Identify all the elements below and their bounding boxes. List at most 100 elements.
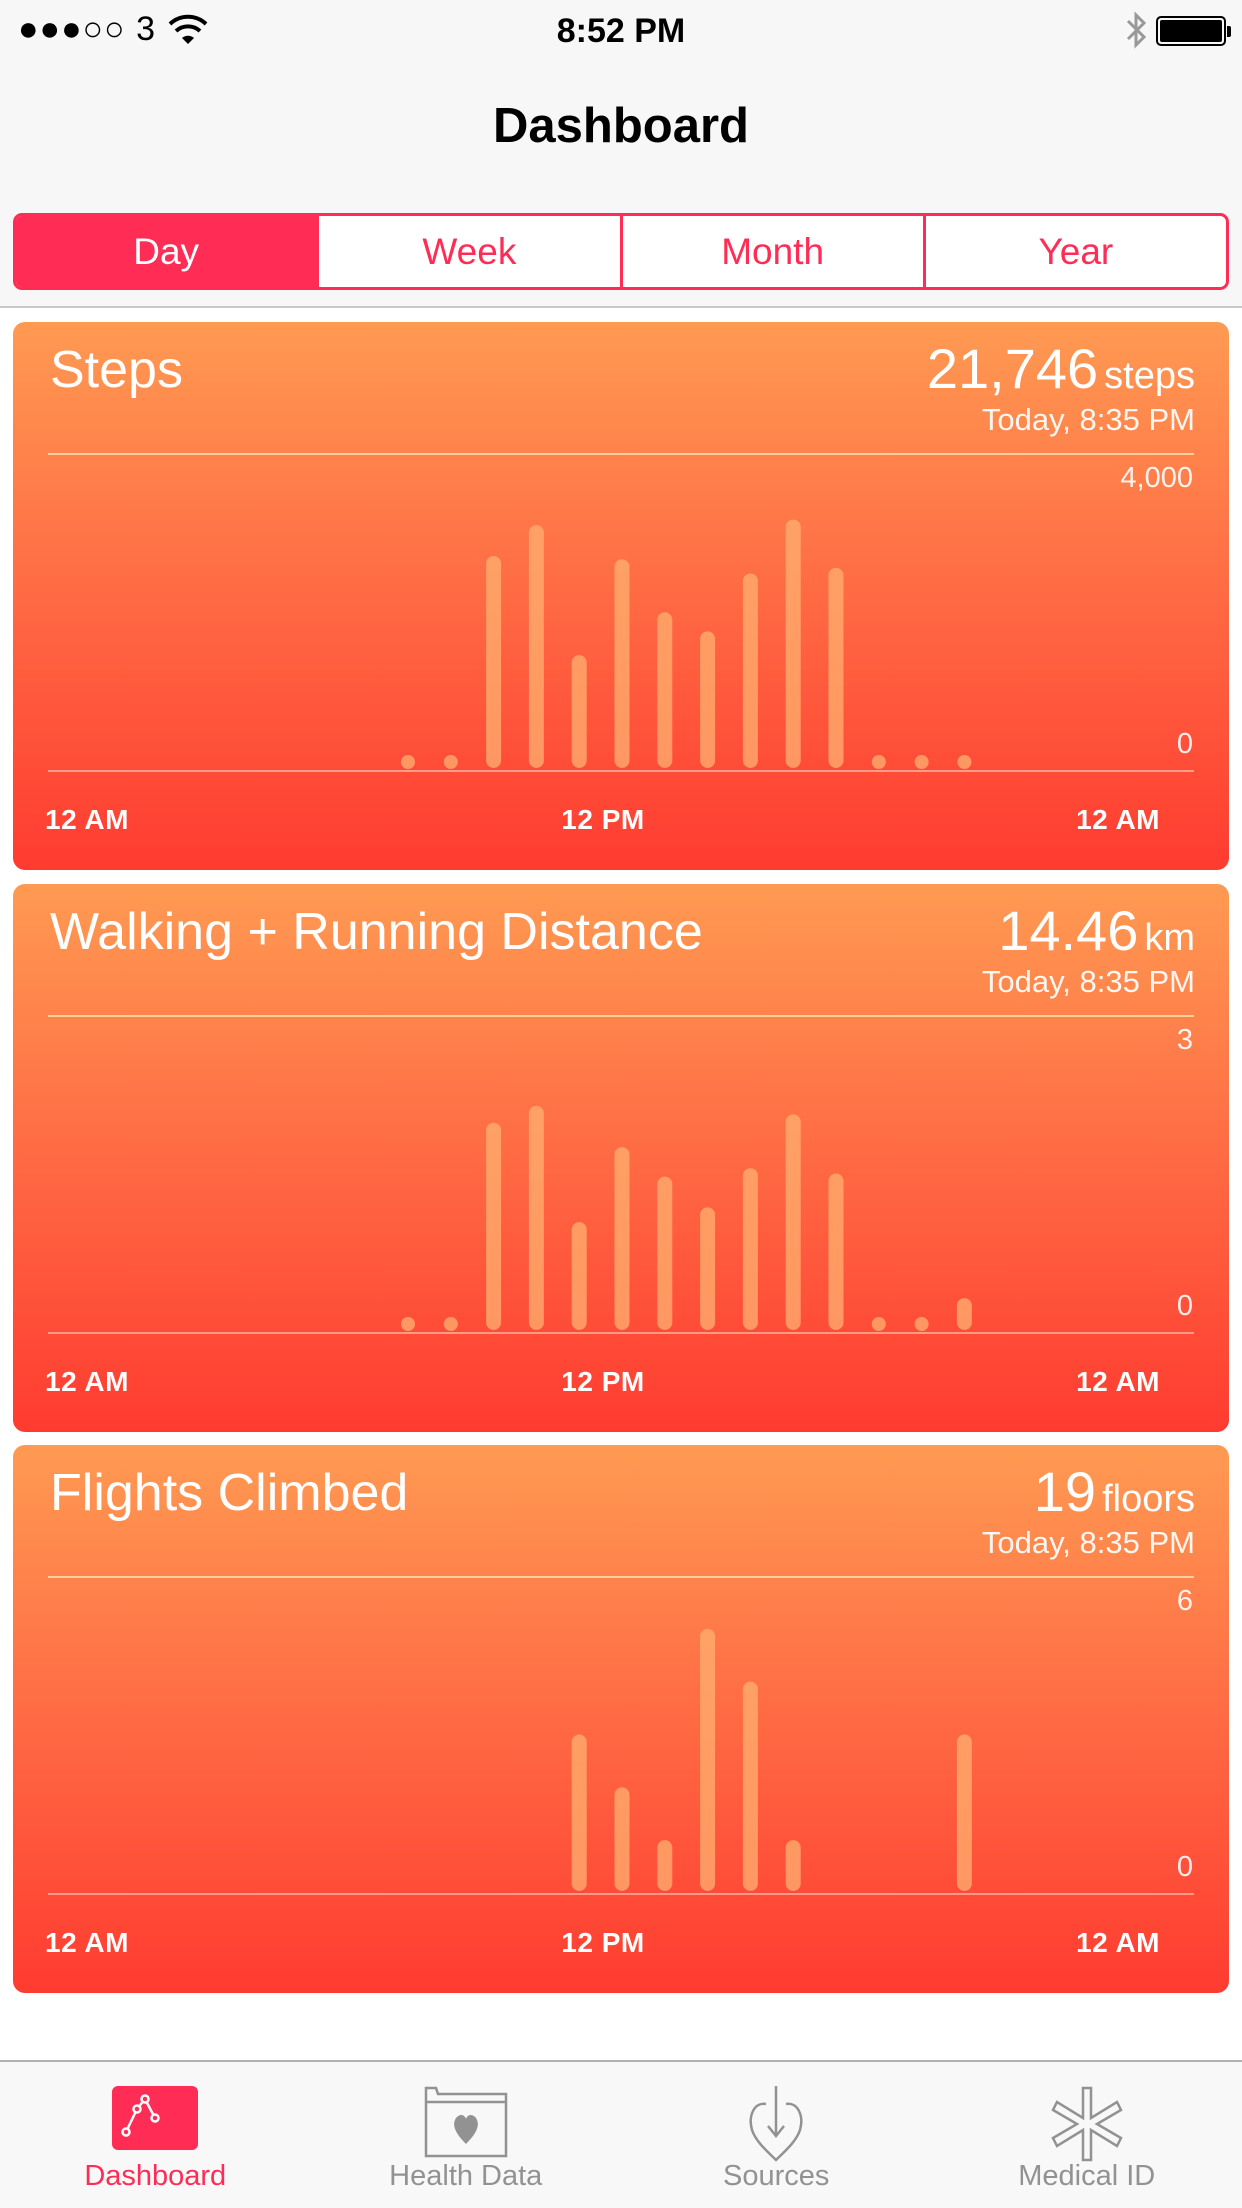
bar-hour-9 xyxy=(486,556,502,768)
bar-hour-18 xyxy=(871,1317,886,1331)
card-flights[interactable]: Flights Climbed 19 floors Today, 8:35 PM … xyxy=(13,1445,1229,1993)
card-title: Steps xyxy=(50,341,183,399)
y-max-label: 6 xyxy=(1176,1585,1193,1617)
bar-hour-15 xyxy=(742,1681,758,1891)
grid-line-max xyxy=(48,1576,1194,1578)
tab-health-data[interactable]: Health Data xyxy=(311,2062,622,2208)
card-value: 14.46 km xyxy=(998,898,1195,963)
bar-hour-14 xyxy=(700,631,716,768)
x-label-end: 12 AM xyxy=(1076,1366,1160,1397)
bar-chart xyxy=(401,1105,972,1331)
segment-week[interactable]: Week xyxy=(316,216,619,287)
grid-line-baseline xyxy=(48,1893,1194,1895)
grid-line-baseline xyxy=(48,770,1194,772)
bar-hour-20 xyxy=(956,1734,972,1891)
bar-hour-9 xyxy=(486,1122,502,1330)
x-label-noon: 12 PM xyxy=(561,804,645,835)
card-date: Today, 8:35 PM xyxy=(981,402,1195,437)
bar-chart xyxy=(401,519,972,769)
bar-hour-11 xyxy=(571,655,587,768)
x-label-noon: 12 PM xyxy=(561,1927,645,1958)
bar-hour-8 xyxy=(443,1317,458,1331)
bar-hour-13 xyxy=(657,1840,673,1891)
bar-hour-14 xyxy=(700,1628,716,1891)
battery-icon xyxy=(1156,16,1231,46)
bar-hour-16 xyxy=(785,1114,801,1330)
page-title: Dashboard xyxy=(493,99,749,153)
tab-dashboard[interactable]: Dashboard xyxy=(0,2062,311,2208)
bar-hour-18 xyxy=(871,755,886,769)
bar-hour-20 xyxy=(956,1298,972,1330)
y-min-label: 0 xyxy=(1176,1851,1193,1883)
x-label-end: 12 AM xyxy=(1076,1927,1160,1958)
bar-hour-16 xyxy=(785,519,801,768)
sources-heart-icon xyxy=(749,2086,803,2162)
bar-hour-15 xyxy=(742,573,758,768)
health-data-folder-icon xyxy=(424,2086,507,2158)
value-unit: km xyxy=(1144,917,1195,959)
value-unit: floors xyxy=(1102,1478,1195,1520)
segment-month[interactable]: Month xyxy=(619,216,923,287)
card-distance[interactable]: Walking + Running Distance 14.46 km Today… xyxy=(13,884,1229,1432)
signal-carrier: ●●●○○ 3 xyxy=(18,10,157,48)
card-title: Flights Climbed xyxy=(50,1464,409,1522)
bar-hour-7 xyxy=(401,1317,415,1331)
dashboard-chart-icon xyxy=(112,2086,199,2150)
bar-hour-12 xyxy=(614,559,630,768)
bar-hour-19 xyxy=(914,755,929,769)
bar-hour-8 xyxy=(443,755,458,769)
tab-bar: Dashboard Health Data Sources Medical ID xyxy=(0,2060,1242,2208)
bar-hour-16 xyxy=(785,1840,801,1891)
bar-hour-17 xyxy=(828,1173,844,1330)
card-steps[interactable]: Steps 21,746 steps Today, 8:35 PM 4,000 0… xyxy=(13,322,1229,870)
x-label-start: 12 AM xyxy=(45,1366,129,1397)
segment-day[interactable]: Day xyxy=(16,216,317,287)
medical-id-asterisk-icon xyxy=(1051,2086,1123,2162)
card-value: 21,746 steps xyxy=(927,336,1195,401)
card-date: Today, 8:35 PM xyxy=(981,964,1195,999)
bar-hour-12 xyxy=(614,1147,630,1330)
bar-chart xyxy=(571,1628,972,1891)
bar-hour-17 xyxy=(828,567,844,768)
bar-hour-10 xyxy=(528,525,544,768)
tab-label: Dashboard xyxy=(84,2160,227,2192)
y-max-label: 3 xyxy=(1176,1024,1193,1056)
card-date: Today, 8:35 PM xyxy=(981,1525,1195,1560)
tab-medical-id[interactable]: Medical ID xyxy=(932,2062,1242,2208)
tab-label: Health Data xyxy=(389,2160,543,2192)
bar-hour-12 xyxy=(614,1787,630,1891)
bar-hour-7 xyxy=(401,755,415,769)
bar-hour-11 xyxy=(571,1222,587,1330)
bar-hour-10 xyxy=(528,1105,544,1330)
y-max-label: 4,000 xyxy=(1120,462,1193,494)
bar-hour-20 xyxy=(957,755,972,769)
bar-hour-11 xyxy=(571,1734,587,1891)
top-bar: ●●●○○ 3 8:52 PM Dashboard Day Week Month… xyxy=(0,0,1242,308)
x-label-end: 12 AM xyxy=(1076,804,1160,835)
bar-hour-14 xyxy=(700,1207,716,1330)
status-time: 8:52 PM xyxy=(556,12,686,50)
grid-line-baseline xyxy=(48,1332,1194,1334)
bar-hour-15 xyxy=(742,1168,758,1330)
grid-line-max xyxy=(48,453,1194,455)
x-label-start: 12 AM xyxy=(45,1927,129,1958)
grid-line-max xyxy=(48,1015,1194,1017)
y-min-label: 0 xyxy=(1176,1290,1193,1322)
value-unit: steps xyxy=(1104,355,1195,397)
tab-label: Sources xyxy=(723,2160,830,2192)
value-number: 21,746 xyxy=(926,337,1099,400)
bluetooth-icon xyxy=(1124,10,1148,59)
value-number: 19 xyxy=(1033,1460,1097,1523)
value-number: 14.46 xyxy=(998,899,1139,962)
tab-label: Medical ID xyxy=(1018,2160,1156,2192)
y-min-label: 0 xyxy=(1176,728,1193,760)
bar-hour-13 xyxy=(657,1176,673,1330)
segment-year[interactable]: Year xyxy=(922,216,1226,287)
bar-hour-19 xyxy=(914,1317,929,1331)
card-value: 19 floors xyxy=(1034,1459,1195,1524)
tab-sources[interactable]: Sources xyxy=(621,2062,932,2208)
x-label-start: 12 AM xyxy=(45,804,129,835)
period-segmented-control: Day Week Month Year xyxy=(13,213,1229,290)
card-title: Walking + Running Distance xyxy=(50,903,703,961)
wifi-icon xyxy=(168,12,208,55)
